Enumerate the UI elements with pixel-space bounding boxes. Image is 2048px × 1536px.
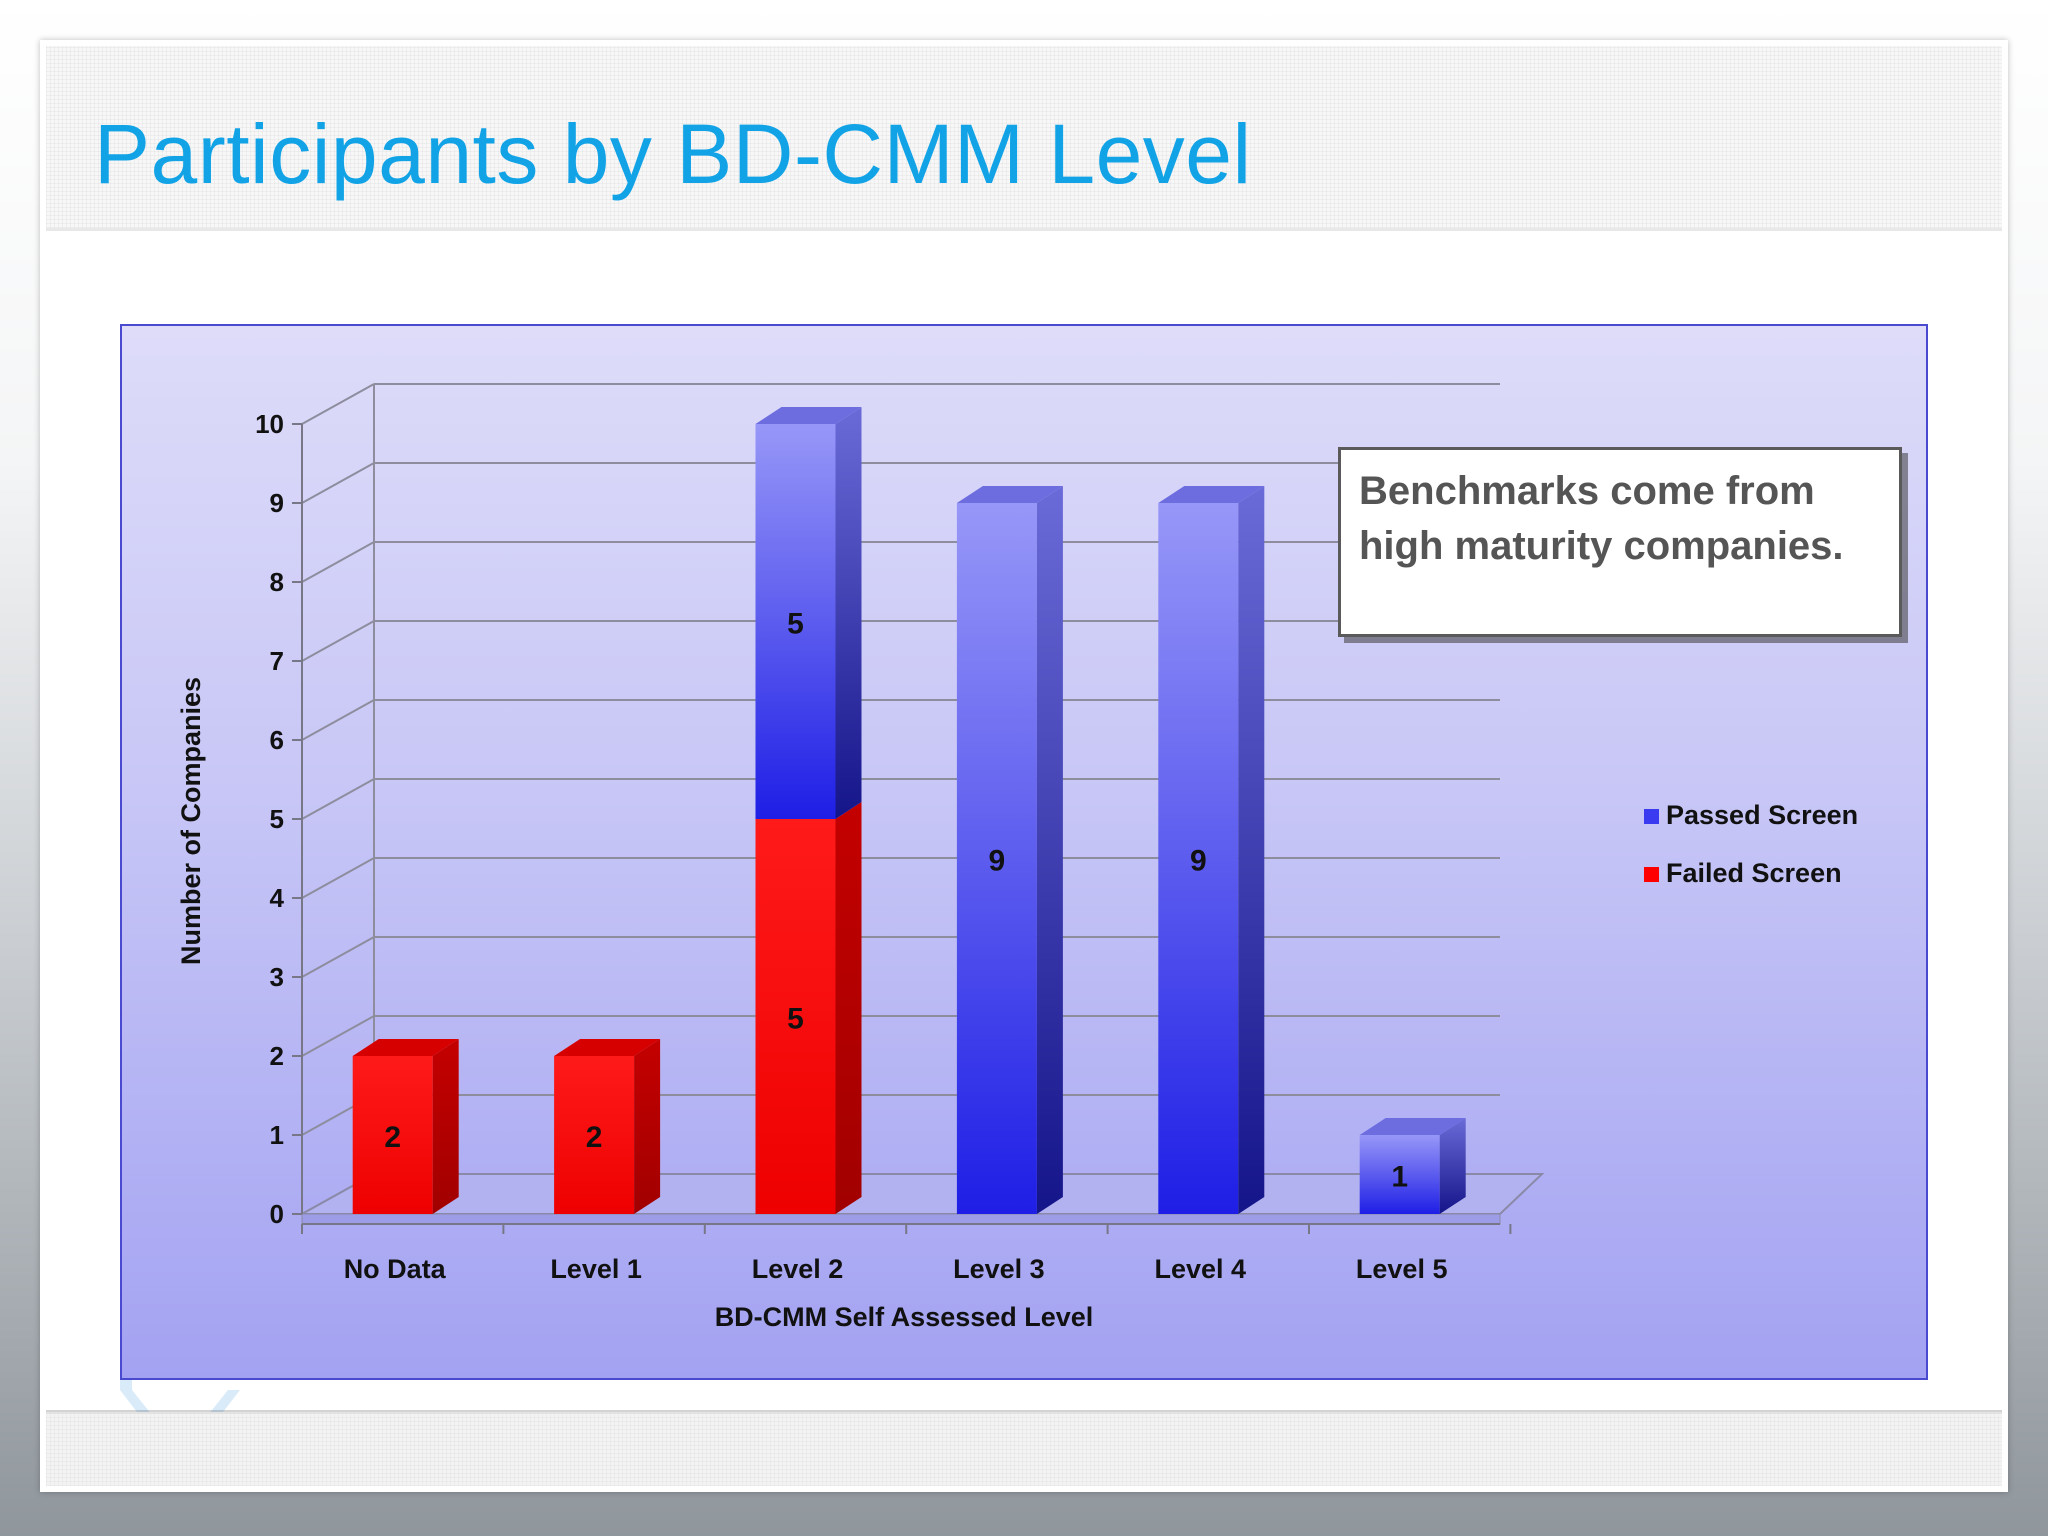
data-label: 9 — [1190, 845, 1207, 878]
data-label: 5 — [787, 608, 804, 641]
gridline-side — [301, 778, 375, 820]
bar-front — [554, 1056, 635, 1214]
y-tick-label: 9 — [270, 488, 284, 518]
gridline-side — [301, 936, 375, 978]
gridline-side — [301, 383, 375, 425]
data-label: 2 — [384, 1121, 401, 1154]
data-label: 1 — [1391, 1161, 1408, 1194]
y-axis-label: Number of Companies — [176, 677, 206, 965]
bar-side — [1036, 486, 1063, 1214]
bar-side — [835, 407, 862, 819]
x-tick-label: Level 2 — [752, 1254, 844, 1284]
data-label: 9 — [989, 845, 1006, 878]
bar-front — [1158, 503, 1239, 1214]
gridline-side — [301, 541, 375, 583]
bar-chart: 0 1 2 3 4 5 6 7 8 9 10 No Data Level 1 Level 2 Level 3… — [176, 383, 1858, 1332]
gridline-side — [301, 620, 375, 662]
benchmarks-callout: Benchmarks come from high maturity compa… — [1338, 447, 1902, 637]
bar-top — [755, 407, 862, 424]
y-tick-label: 10 — [255, 409, 284, 439]
bar-top — [956, 486, 1063, 503]
x-tick-label: Level 3 — [953, 1254, 1045, 1284]
gridline-side — [301, 1015, 375, 1057]
x-tick-label: Level 4 — [1155, 1254, 1247, 1284]
y-tick-label: 0 — [270, 1199, 284, 1229]
chart-floor — [298, 1173, 1545, 1215]
legend-swatch — [1644, 809, 1659, 824]
legend-swatch — [1644, 867, 1659, 882]
legend-label: Failed Screen — [1666, 858, 1842, 888]
bar-top — [554, 1039, 661, 1056]
bar-front — [1359, 1135, 1440, 1214]
bar-front — [755, 819, 836, 1214]
y-tick-label: 5 — [270, 804, 284, 834]
bar-top — [352, 1039, 459, 1056]
bar-side — [835, 802, 862, 1214]
y-tick-label: 1 — [270, 1120, 284, 1150]
bar-side — [1439, 1118, 1466, 1214]
chart-floor-edge — [301, 1213, 1501, 1225]
x-tick-label: Level 1 — [550, 1254, 642, 1284]
bar-front — [755, 424, 836, 819]
y-tick-label: 8 — [270, 567, 284, 597]
x-tick-label: No Data — [344, 1254, 447, 1284]
y-tick-label: 7 — [270, 646, 284, 676]
title-band: Participants by BD-CMM Level — [46, 46, 2002, 231]
y-tick-label: 3 — [270, 962, 284, 992]
y-tick-label: 2 — [270, 1041, 284, 1071]
bar-side — [1238, 486, 1265, 1214]
gridline-side — [301, 699, 375, 741]
data-label: 2 — [586, 1121, 603, 1154]
y-tick-label: 4 — [270, 883, 285, 913]
bar-top — [1359, 1118, 1466, 1135]
data-label: 5 — [787, 1003, 804, 1036]
bar-side — [432, 1039, 459, 1214]
bar-top — [1158, 486, 1265, 503]
bar-front — [352, 1056, 433, 1214]
gridline-side — [301, 857, 375, 899]
footer-band — [46, 1412, 2002, 1486]
x-axis-label: BD-CMM Self Assessed Level — [715, 1302, 1094, 1332]
legend-label: Passed Screen — [1666, 800, 1858, 830]
bar-front — [956, 503, 1037, 1214]
gridline-side — [301, 462, 375, 504]
y-tick-label: 6 — [270, 725, 284, 755]
x-tick-label: Level 5 — [1356, 1254, 1448, 1284]
slide-title: Participants by BD-CMM Level — [94, 107, 1252, 201]
bar-side — [634, 1039, 661, 1214]
